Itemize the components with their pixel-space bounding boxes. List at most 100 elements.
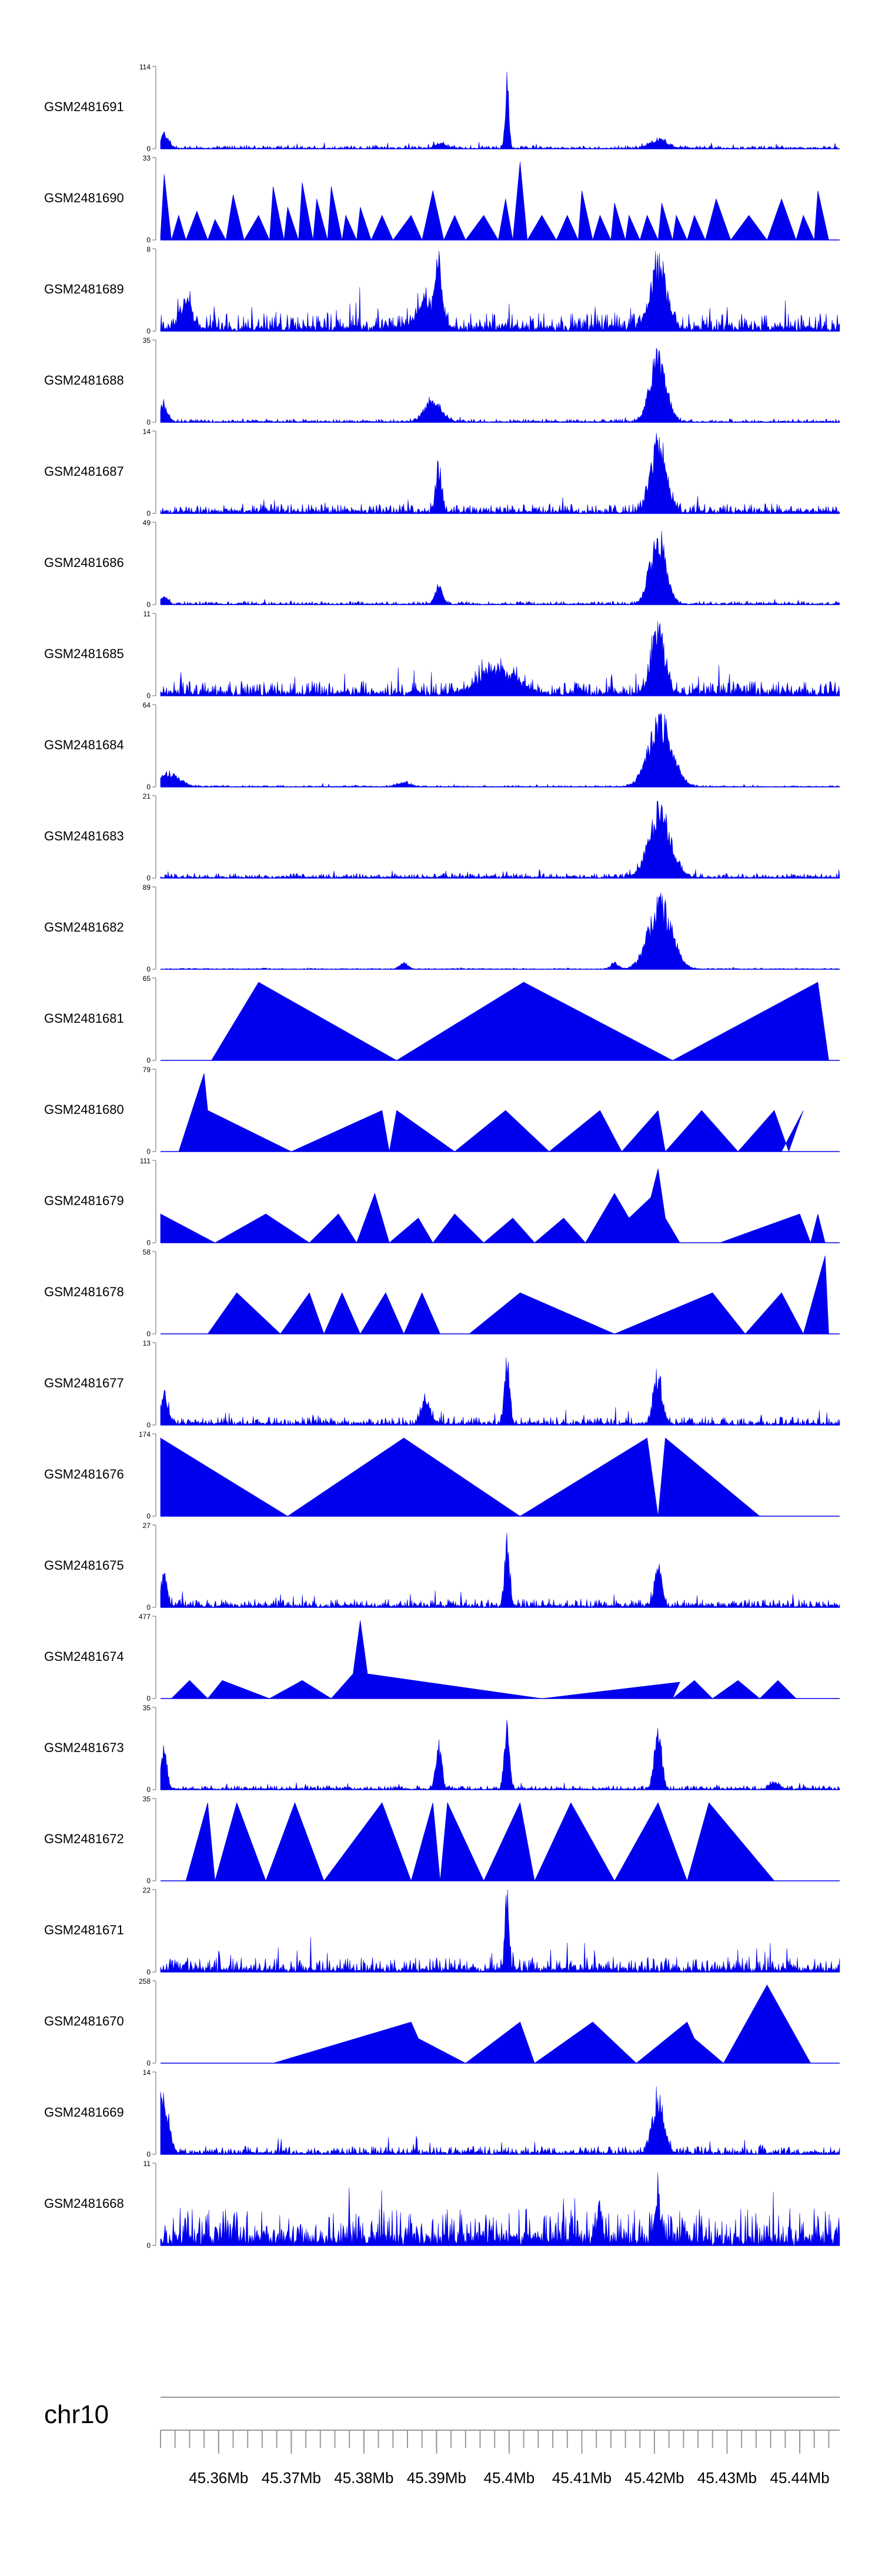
track-GSM2481683: GSM2481683 21 0 bbox=[44, 792, 840, 882]
y-min-label: 0 bbox=[146, 1877, 151, 1885]
y-max-label: 22 bbox=[143, 1886, 151, 1894]
y-min-label: 0 bbox=[146, 509, 151, 518]
signal-area bbox=[160, 530, 840, 606]
track-label: GSM2481668 bbox=[44, 2196, 124, 2211]
track-GSM2481677: GSM2481677 13 0 bbox=[44, 1339, 840, 1429]
signal-area bbox=[160, 433, 840, 515]
track-GSM2481689: GSM2481689 8 0 bbox=[44, 245, 840, 335]
y-max-label: 114 bbox=[139, 63, 151, 71]
signal-area bbox=[160, 1889, 840, 1973]
track-label: GSM2481681 bbox=[44, 1011, 124, 1026]
y-max-label: 79 bbox=[143, 1066, 151, 1074]
track-GSM2481670: GSM2481670 258 0 bbox=[44, 1977, 840, 2067]
track-GSM2481680: GSM2481680 79 0 bbox=[44, 1066, 840, 1156]
track-GSM2481672: GSM2481672 35 0 bbox=[44, 1795, 840, 1885]
signal-area bbox=[160, 1168, 826, 1244]
track-GSM2481674: GSM2481674 477 0 bbox=[44, 1613, 840, 1703]
track-label: GSM2481678 bbox=[44, 1284, 124, 1299]
y-min-label: 0 bbox=[146, 783, 151, 791]
y-max-label: 64 bbox=[143, 701, 151, 709]
x-tick-label: 45.44Mb bbox=[770, 2469, 830, 2487]
track-label: GSM2481673 bbox=[44, 1740, 124, 1755]
y-min-label: 0 bbox=[146, 1694, 151, 1703]
track-label: GSM2481682 bbox=[44, 920, 124, 935]
track-GSM2481681: GSM2481681 65 0 bbox=[44, 975, 840, 1065]
track-GSM2481686: GSM2481686 49 0 bbox=[44, 519, 840, 609]
y-min-label: 0 bbox=[146, 600, 151, 609]
x-tick-label: 45.39Mb bbox=[407, 2469, 466, 2487]
chromosome-label: chr10 bbox=[44, 2400, 109, 2429]
genome-axis: chr10 45.36Mb 45.37Mb 45.38Mb 45.39Mb 45.4Mb 4… bbox=[44, 2397, 840, 2487]
track-label: GSM2481670 bbox=[44, 2014, 124, 2028]
x-tick-label: 45.42Mb bbox=[624, 2469, 684, 2487]
y-max-label: 27 bbox=[143, 1521, 151, 1530]
signal-area bbox=[160, 800, 840, 879]
signal-area bbox=[160, 348, 840, 423]
y-max-label: 174 bbox=[139, 1430, 151, 1439]
signal-area bbox=[160, 1357, 840, 1426]
y-max-label: 35 bbox=[143, 336, 151, 345]
track-GSM2481669: GSM2481669 14 0 bbox=[44, 2068, 840, 2158]
track-GSM2481688: GSM2481688 35 0 bbox=[44, 336, 840, 426]
signal-area bbox=[273, 1984, 811, 2064]
y-min-label: 0 bbox=[146, 418, 151, 426]
track-label: GSM2481679 bbox=[44, 1193, 124, 1208]
signal-area bbox=[211, 982, 829, 1061]
track-label: GSM2481671 bbox=[44, 1923, 124, 1937]
y-min-label: 0 bbox=[146, 1147, 151, 1156]
track-label: GSM2481688 bbox=[44, 373, 124, 388]
y-min-label: 0 bbox=[146, 1421, 151, 1429]
y-min-label: 0 bbox=[146, 1239, 151, 1247]
signal-area bbox=[160, 1533, 840, 1609]
track-GSM2481679: GSM2481679 111 0 bbox=[44, 1157, 840, 1247]
x-tick-label: 45.41Mb bbox=[552, 2469, 612, 2487]
track-label: GSM2481686 bbox=[44, 555, 124, 570]
y-min-label: 0 bbox=[146, 692, 151, 700]
y-min-label: 0 bbox=[146, 1512, 151, 1520]
signal-area bbox=[160, 621, 840, 696]
y-max-label: 11 bbox=[143, 610, 151, 618]
track-GSM2481678: GSM2481678 58 0 bbox=[44, 1248, 840, 1338]
x-tick-label: 45.36Mb bbox=[189, 2469, 248, 2487]
signal-area bbox=[207, 1255, 829, 1334]
y-max-label: 58 bbox=[143, 1248, 151, 1256]
signal-area bbox=[160, 712, 840, 788]
track-GSM2481685: GSM2481685 11 0 bbox=[44, 610, 840, 700]
track-GSM2481671: GSM2481671 22 0 bbox=[44, 1886, 840, 1976]
track-GSM2481691: GSM2481691 114 0 bbox=[44, 63, 840, 153]
x-tick-label: 45.38Mb bbox=[334, 2469, 393, 2487]
y-min-label: 0 bbox=[146, 145, 151, 153]
track-label: GSM2481672 bbox=[44, 1831, 124, 1846]
y-min-label: 0 bbox=[146, 1968, 151, 1976]
y-max-label: 49 bbox=[143, 519, 151, 527]
x-tick-label: 45.4Mb bbox=[484, 2469, 535, 2487]
y-max-label: 11 bbox=[143, 2160, 151, 2168]
signal-area bbox=[160, 161, 829, 241]
y-max-label: 89 bbox=[143, 883, 151, 892]
y-max-label: 35 bbox=[143, 1704, 151, 1712]
y-max-label: 111 bbox=[140, 1157, 151, 1165]
y-max-label: 33 bbox=[143, 154, 151, 162]
signal-area bbox=[160, 1437, 760, 1517]
y-min-label: 0 bbox=[146, 327, 151, 335]
y-max-label: 13 bbox=[143, 1339, 151, 1347]
signal-area bbox=[160, 72, 840, 149]
track-GSM2481668: GSM2481668 11 0 bbox=[44, 2160, 840, 2250]
track-label: GSM2481683 bbox=[44, 829, 124, 843]
y-min-label: 0 bbox=[146, 1603, 151, 1611]
x-tick-label: 45.43Mb bbox=[697, 2469, 757, 2487]
signal-area bbox=[160, 1720, 840, 1791]
y-min-label: 0 bbox=[146, 1330, 151, 1338]
y-max-label: 477 bbox=[139, 1613, 151, 1621]
x-tick-label: 45.37Mb bbox=[262, 2469, 321, 2487]
y-max-label: 14 bbox=[143, 2068, 151, 2077]
signal-area bbox=[160, 251, 840, 332]
signal-area bbox=[160, 893, 840, 970]
y-min-label: 0 bbox=[146, 965, 151, 973]
track-label: GSM2481687 bbox=[44, 464, 124, 479]
track-GSM2481682: GSM2481682 89 0 bbox=[44, 883, 840, 973]
y-min-label: 0 bbox=[146, 1056, 151, 1065]
track-GSM2481673: GSM2481673 35 0 bbox=[44, 1704, 840, 1794]
track-label: GSM2481675 bbox=[44, 1558, 124, 1573]
